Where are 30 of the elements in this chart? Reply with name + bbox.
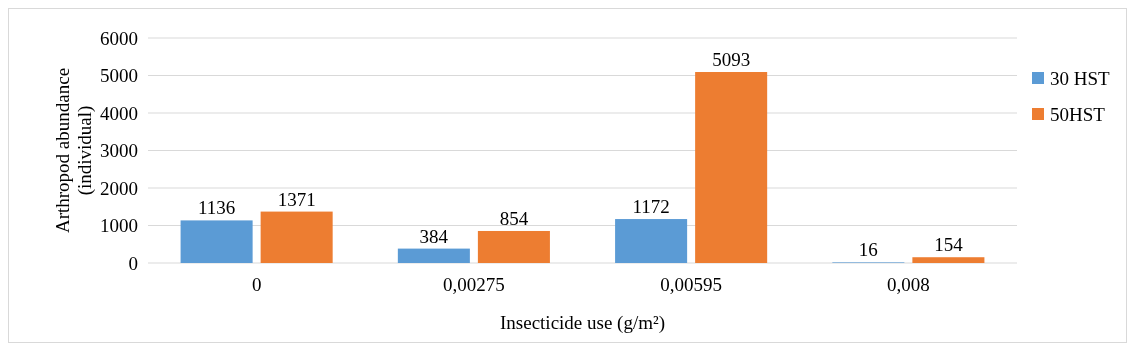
bar <box>477 230 550 263</box>
y-tick-label: 3000 <box>100 140 138 162</box>
bar <box>615 219 688 263</box>
data-label: 16 <box>858 239 878 261</box>
bar <box>397 248 470 263</box>
data-label: 5093 <box>712 49 751 71</box>
bar <box>260 211 333 263</box>
x-tick-label: 0,008 <box>887 274 930 295</box>
data-label: 854 <box>499 207 529 229</box>
x-axis-title: Insecticide use (g/m²) <box>499 312 666 334</box>
data-label: 384 <box>419 225 449 247</box>
y-tick-label: 2000 <box>100 177 138 199</box>
bar <box>180 220 253 263</box>
data-label: 1172 <box>632 196 670 218</box>
y-tick-label: 0 <box>128 252 138 274</box>
x-tick-label: 0 <box>251 274 262 295</box>
x-tick-label: 0,00275 <box>443 274 505 295</box>
legend-label: 50HST <box>1050 103 1106 125</box>
y-tick-label: 4000 <box>100 102 138 124</box>
bar <box>912 257 985 263</box>
data-label: 1371 <box>277 188 316 210</box>
y-tick-label: 6000 <box>100 27 138 49</box>
legend-label: 30 HST <box>1050 67 1111 89</box>
data-label: 1136 <box>197 197 236 219</box>
y-axis-title: Arthropod abundance (individual) <box>52 67 96 234</box>
x-tick-label: 0,00595 <box>660 274 722 295</box>
data-label: 154 <box>934 234 964 256</box>
y-tick-label: 1000 <box>100 215 138 237</box>
bar <box>695 72 768 263</box>
y-tick-label: 5000 <box>100 65 138 87</box>
